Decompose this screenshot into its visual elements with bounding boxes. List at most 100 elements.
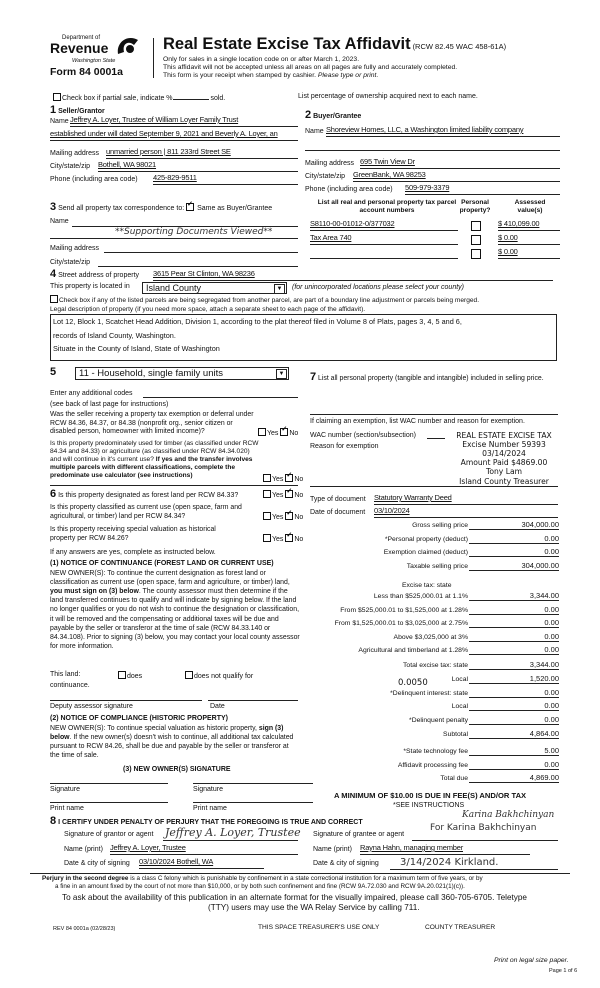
total-row-value[interactable]: 4,869.00	[489, 773, 559, 783]
segregate-checkbox[interactable]	[50, 295, 58, 303]
total-row-value[interactable]: 0.00	[489, 760, 559, 770]
buyer-city-field[interactable]: GreenBank, WA 98253	[353, 170, 426, 179]
owner-print-name-label: Print name	[50, 805, 84, 812]
section-number: 7	[310, 371, 317, 383]
total-row-value[interactable]: 0.00	[489, 632, 559, 642]
exemption-reason-label: Reason for exemption	[310, 443, 379, 450]
deputy-date-label: Date	[210, 703, 225, 710]
partial-sale-checkbox[interactable]	[53, 93, 61, 101]
total-row-value[interactable]: 0.00	[489, 645, 559, 655]
assessed-value[interactable]: $ 0.00	[498, 233, 518, 242]
yes-checkbox[interactable]	[258, 428, 266, 436]
total-row-label: *State technology fee	[403, 748, 468, 755]
agency-line1: Department of	[62, 35, 101, 41]
seller-name-field[interactable]: Jeffrey A. Loyer, Trustee of William Loy…	[70, 115, 239, 124]
buyer-phone-label: Phone (including area code)	[305, 186, 393, 193]
grantee-date-field[interactable]: 3/14/2024 Kirkland.	[400, 857, 499, 868]
total-row-label: Above $3,025,000 at 3%	[393, 634, 468, 641]
personal-property-text: List all personal property (tangible and…	[318, 375, 544, 382]
treasurer-paid-stamp: REAL ESTATE EXCISE TAX Excise Number 593…	[448, 431, 560, 486]
buyer-heading-label: Buyer/Grantee	[313, 113, 362, 120]
perjury-notice: Perjury in the second degree is a class …	[42, 875, 483, 882]
buyer-name-field[interactable]: Shoreview Homes, LLC, a Washington limit…	[326, 125, 524, 134]
seller-phone-field[interactable]: 425-829-9511	[153, 173, 197, 182]
does-checkbox[interactable]	[118, 671, 126, 679]
doc-type-field[interactable]: Statutory Warranty Deed	[374, 493, 452, 502]
seller-city-field[interactable]: Bothell, WA 98021	[98, 160, 157, 169]
buyer-phone-field[interactable]: 509-979-3379	[405, 183, 450, 192]
timber-question: Is this property predominately used for …	[50, 440, 260, 480]
land-use-select[interactable]: 11 - Household, single family units ▼	[75, 367, 289, 380]
doc-date-field[interactable]: 03/10/2024	[374, 506, 410, 515]
no-checkbox[interactable]	[285, 532, 294, 542]
dropdown-arrow-icon: ▼	[276, 369, 287, 379]
yes-checkbox[interactable]	[263, 534, 271, 542]
sub3-text: This form is your receipt when stamped b…	[163, 72, 316, 79]
seller-heading: 1 Seller/Grantor	[50, 104, 105, 117]
total-row-value[interactable]: 4,864.00	[489, 729, 559, 739]
same-as-buyer-checkbox[interactable]	[186, 201, 195, 211]
stamp-line: Tony Lam	[486, 467, 522, 477]
grantor-name-field[interactable]: Jeffrey A. Loyer, Trustee	[110, 843, 186, 852]
total-row-value[interactable]: 0.00	[489, 618, 559, 628]
assessed-value[interactable]: $ 0.00	[498, 247, 518, 256]
grantor-signature[interactable]: Jeffrey A. Loyer, Trustee	[165, 826, 301, 839]
buyer-mail-field[interactable]: 695 Twin View Dr	[360, 157, 415, 166]
title-text: Real Estate Excise Tax Affidavit	[163, 35, 411, 53]
no-checkbox[interactable]	[285, 510, 294, 520]
grantor-date-field[interactable]: 03/10/2024 Bothell, WA	[139, 857, 214, 866]
does-not-checkbox[interactable]	[185, 671, 193, 679]
total-row-value[interactable]: 0.00	[489, 534, 559, 544]
parcel-number[interactable]: S8110-00-01012-0/377032	[310, 219, 395, 228]
no-checkbox[interactable]	[285, 488, 294, 498]
personal-property-checkbox[interactable]	[471, 249, 481, 259]
total-row-value[interactable]: 0.00	[489, 715, 559, 725]
total-row-value[interactable]: 0.00	[489, 605, 559, 615]
total-row-value[interactable]: 0.00	[489, 547, 559, 557]
total-row-label: *Delinquent interest: state	[390, 690, 468, 697]
parcel-number[interactable]: Tax Area 740	[310, 233, 352, 242]
street-address-field[interactable]: 3615 Pear St Clinton, WA 98236	[153, 269, 255, 278]
total-row-value[interactable]: 3,344.00	[489, 660, 559, 670]
grantee-name-field[interactable]: Rayna Hahn, managing member	[360, 843, 463, 852]
total-row-value[interactable]: 0.00	[489, 688, 559, 698]
yes-checkbox[interactable]	[263, 490, 271, 498]
seller-phone-label: Phone (including area code)	[50, 176, 138, 183]
perjury-bold: Perjury in the second degree	[42, 875, 129, 882]
county-select[interactable]: Island County ▼	[142, 282, 287, 294]
total-row-value[interactable]: 304,000.00	[489, 520, 559, 530]
no-checkbox[interactable]	[280, 426, 289, 436]
seller-name-field-2[interactable]: established under will dated September 9…	[50, 129, 278, 138]
seller-city-label: City/state/zip	[50, 163, 91, 170]
total-row-value[interactable]: 3,344.00	[489, 591, 559, 601]
total-row-value[interactable]: 0.00	[489, 701, 559, 711]
partial-sale-label: Check box if partial sale, indicate %	[62, 95, 173, 102]
buyer-name-label: Name	[305, 128, 324, 135]
stamp-line: Island County Treasurer	[459, 476, 549, 486]
personal-property-checkbox[interactable]	[471, 235, 481, 245]
correspondence-heading: 3 Send all property tax correspondence t…	[50, 201, 272, 214]
grantee-signature[interactable]: Karina Bakhchinyan	[462, 810, 555, 820]
continuance-label: continuance.	[50, 682, 90, 689]
legal-line: Situate in the County of Island, State o…	[53, 344, 220, 353]
personal-property-checkbox[interactable]	[471, 221, 481, 231]
total-row-value[interactable]: 304,000.00	[489, 561, 559, 571]
legal-description-field[interactable]: Lot 12, Block 1, Scatchet Head Addition,…	[50, 314, 557, 361]
total-row-value[interactable]: 1,520.00	[489, 674, 559, 684]
grantee-date-label: Date & city of signing	[313, 860, 379, 867]
minimum-due-notice: A MINIMUM OF $10.00 IS DUE IN FEE(S) AND…	[334, 791, 527, 800]
total-row-label: From $525,000.01 to $1,525,000 at 1.28%	[340, 607, 468, 614]
exemption-yes-no: Yes No	[258, 426, 298, 438]
no-checkbox[interactable]	[285, 472, 294, 482]
county-note: (for unincorporated locations please sel…	[292, 284, 464, 291]
assessed-value[interactable]: $ 410,099.00	[498, 219, 540, 228]
seller-mail-field[interactable]: unmarried person | 811 233rd Street SE	[106, 147, 231, 156]
treasurer-use-only: THIS SPACE TREASURER'S USE ONLY	[258, 924, 380, 931]
dropdown-arrow-icon: ▼	[274, 284, 285, 294]
total-row-value[interactable]: 5.00	[489, 746, 559, 756]
yes-checkbox[interactable]	[263, 474, 271, 482]
page-title: Real Estate Excise Tax Affidavit (RCW 82…	[163, 35, 506, 54]
yes-checkbox[interactable]	[263, 512, 271, 520]
partial-sale: Check box if partial sale, indicate % so…	[53, 93, 225, 103]
page-number: Page 1 of 6	[549, 968, 578, 974]
